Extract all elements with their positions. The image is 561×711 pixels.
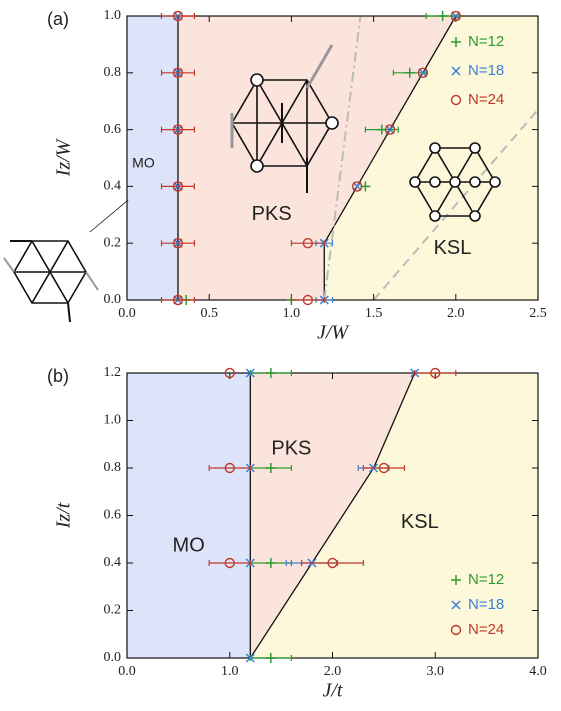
region-label: PKS (252, 203, 292, 225)
panel-label: (b) (47, 366, 69, 386)
region-label: KSL (434, 237, 472, 259)
y-tick-label: 0.8 (104, 460, 122, 475)
x-tick-label: 2.0 (447, 306, 465, 321)
x-tick-label: 4.0 (529, 664, 547, 679)
region-label: PKS (271, 437, 311, 459)
region (127, 373, 250, 658)
y-tick-label: 0.4 (104, 555, 122, 570)
y-tick-label: 1.0 (104, 413, 122, 428)
legend-label: N=24 (468, 91, 504, 108)
legend-label: N=24 (468, 621, 504, 638)
y-tick-label: 0.6 (104, 508, 122, 523)
y-tick-label: 0.2 (104, 235, 122, 250)
y-axis-label: Iz/W (53, 137, 75, 177)
y-tick-label: 1.0 (104, 8, 122, 23)
y-tick-label: 0.0 (104, 292, 122, 307)
x-tick-label: 2.5 (529, 306, 547, 321)
x-tick-label: 0.0 (118, 306, 136, 321)
x-tick-label: 0.5 (200, 306, 218, 321)
x-axis-label: J/W (317, 322, 350, 344)
y-tick-label: 0.8 (104, 65, 122, 80)
x-axis-label: J/t (323, 680, 343, 702)
region-label: MO (132, 154, 155, 170)
y-tick-label: 1.2 (104, 365, 122, 380)
y-tick-label: 0.2 (104, 603, 122, 618)
legend-label: N=12 (468, 571, 504, 588)
region-label: KSL (401, 511, 439, 533)
y-tick-label: 0.6 (104, 122, 122, 137)
figure: MO#dde3f8PKS#fbe4dbKSL#fdf8da0.00.51.01.… (0, 0, 561, 711)
x-tick-label: 1.0 (221, 664, 239, 679)
legend-label: N=12 (468, 33, 504, 50)
x-tick-label: 1.0 (283, 306, 301, 321)
y-tick-label: 0.0 (104, 650, 122, 665)
legend-label: N=18 (468, 62, 504, 79)
x-tick-label: 1.5 (365, 306, 383, 321)
x-tick-label: 0.0 (118, 664, 136, 679)
x-tick-label: 2.0 (324, 664, 342, 679)
x-tick-label: 3.0 (427, 664, 445, 679)
legend-label: N=18 (468, 596, 504, 613)
region-label: MO (173, 535, 205, 557)
panel-label: (a) (47, 9, 69, 29)
y-tick-label: 0.4 (104, 179, 122, 194)
y-axis-label: Iz/t (53, 502, 75, 529)
